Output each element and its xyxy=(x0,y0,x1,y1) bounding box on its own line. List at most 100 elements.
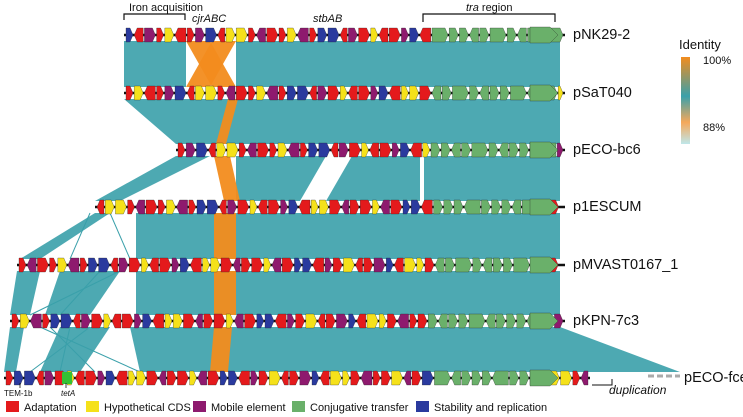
gene-arrow-conjugative xyxy=(472,257,482,273)
gene-arrow-conjugative xyxy=(451,142,461,158)
gene-arrow-conjugative xyxy=(529,369,559,387)
gene-arrow-hypothetical xyxy=(409,85,419,101)
gene-arrow-conjugative xyxy=(453,199,464,215)
synteny-link-line xyxy=(49,326,96,373)
gene-arrow-hypothetical xyxy=(216,142,226,158)
gene-arrow-adaptation xyxy=(152,313,164,329)
stb-region-label: stbAB xyxy=(313,13,342,25)
gene-arrow-adaptation xyxy=(257,142,269,158)
gene-arrow-conjugative xyxy=(438,313,448,329)
gene-arrow-adaptation xyxy=(144,85,156,101)
gene-arrow-adaptation xyxy=(298,199,311,215)
synteny-block-1-2-left xyxy=(124,41,186,87)
gene-arrow-adaptation xyxy=(183,313,195,329)
synteny-link-line xyxy=(29,270,121,316)
gene-arrow-adaptation xyxy=(217,85,225,101)
gene-arrow-conjugative xyxy=(452,85,469,101)
synteny-inversion-1-2-b xyxy=(186,41,236,87)
gene-arrow-adaptation xyxy=(146,370,158,386)
gene-arrow-adaptation xyxy=(419,85,431,101)
gene-arrow-hypothetical xyxy=(166,199,176,215)
plasmid-label-p1escum: p1ESCUM xyxy=(573,199,642,215)
gene-arrow-conjugative xyxy=(510,85,527,101)
gene-arrow-adaptation xyxy=(269,142,277,158)
tra-region-bracket xyxy=(422,13,556,22)
synteny-block-6-7-left2 xyxy=(40,327,110,372)
identity-title: Identity xyxy=(679,37,721,52)
gene-arrow-conjugative xyxy=(493,257,503,273)
gene-arrow-adaptation xyxy=(36,370,44,386)
identity-max-label: 100% xyxy=(703,55,731,67)
gene-arrow-mobile xyxy=(360,370,373,386)
gene-arrow-conjugative xyxy=(471,370,482,386)
gene-arrow-mobile xyxy=(288,142,300,158)
gene-arrow-adaptation xyxy=(237,199,249,215)
gene-arrow-adaptation xyxy=(424,257,435,273)
gene-arrow-mobile xyxy=(256,27,266,43)
gene-arrow-stability xyxy=(317,27,327,43)
gene-arrow-mobile xyxy=(197,370,207,386)
gene-arrow-adaptation xyxy=(18,257,27,273)
gene-arrow-mobile xyxy=(27,257,37,273)
gene-arrow-adaptation xyxy=(349,199,360,215)
gene-arrow-conjugative xyxy=(448,313,458,329)
gene-arrow-adaptation xyxy=(329,199,341,215)
gene-arrow-mobile xyxy=(266,85,278,101)
gene-arrow-mobile xyxy=(250,370,258,386)
gene-arrow-hypothetical xyxy=(189,370,197,386)
gene-arrow-hypothetical xyxy=(103,313,111,329)
gene-arrow-conjugative xyxy=(509,142,519,158)
gene-arrow-hypothetical xyxy=(141,257,149,273)
gene-arrow-conjugative xyxy=(513,257,530,273)
gene-arrow-stability xyxy=(409,27,419,43)
gene-arrow-mobile xyxy=(176,199,188,215)
gene-arrow-adaptation xyxy=(333,257,343,273)
gene-arrow-conjugative xyxy=(433,199,443,215)
gene-arrow-stability xyxy=(302,257,312,273)
gene-arrow-conjugative xyxy=(464,199,481,215)
tra-region-label: tra region xyxy=(466,2,512,14)
gene-arrow-stability xyxy=(228,370,238,386)
legend-label-adaptation: Adaptation xyxy=(24,402,77,414)
gene-arrow-stability xyxy=(297,85,309,101)
gene-arrow-adaptation xyxy=(239,142,247,158)
gene-arrow-conjugative xyxy=(435,257,445,273)
synteny-block-5-6 xyxy=(136,271,560,315)
gene-arrow-stability xyxy=(98,257,110,273)
gene-arrow-mobile xyxy=(67,257,80,273)
gene-arrow-stability xyxy=(411,199,421,215)
gene-arrow-adaptation xyxy=(281,370,289,386)
gene-arrow-stability xyxy=(220,370,228,386)
synteny-block-5-6-left xyxy=(10,271,40,315)
gene-arrow-mobile xyxy=(186,142,196,158)
gene-arrow-adaptation xyxy=(5,370,14,386)
gene-arrow-hypothetical xyxy=(173,313,183,329)
gene-arrow-adaptation xyxy=(266,27,278,43)
gene-arrow-conjugative xyxy=(529,312,559,330)
gene-arrow-adaptation xyxy=(410,142,422,158)
gene-arrow-hypothetical xyxy=(128,370,136,386)
legend-swatch-hypothetical xyxy=(86,401,99,412)
gene-arrow-conjugative xyxy=(431,27,449,43)
gene-arrow-adaptation xyxy=(149,257,159,273)
gene-arrow-hypothetical xyxy=(422,142,430,158)
gene-arrow-stability xyxy=(327,27,340,43)
iron-region-label: Iron acquisition xyxy=(129,2,203,14)
gene-arrow-hypothetical xyxy=(225,27,236,43)
gene-arrow-stability xyxy=(288,199,298,215)
gene-arrow-hypothetical xyxy=(305,313,317,329)
gene-arrow-hypothetical xyxy=(105,199,115,215)
gene-arrow-adaptation xyxy=(187,27,195,43)
gene-arrow-adaptation xyxy=(129,257,141,273)
gene-arrow-adaptation xyxy=(278,27,287,43)
identity-gradient-bar xyxy=(681,57,690,144)
gene-arrow-conjugative xyxy=(488,142,499,158)
identity-scale: Identity 100% 88% xyxy=(679,37,731,144)
gene-arrow-adaptation xyxy=(258,370,269,386)
gene-arrow-hypothetical xyxy=(249,199,258,215)
gene-arrow-conjugative xyxy=(471,142,488,158)
gene-arrow-adaptation xyxy=(85,370,97,386)
gene-arrow-adaptation xyxy=(300,142,308,158)
gene-arrow-adaptation xyxy=(213,313,226,329)
